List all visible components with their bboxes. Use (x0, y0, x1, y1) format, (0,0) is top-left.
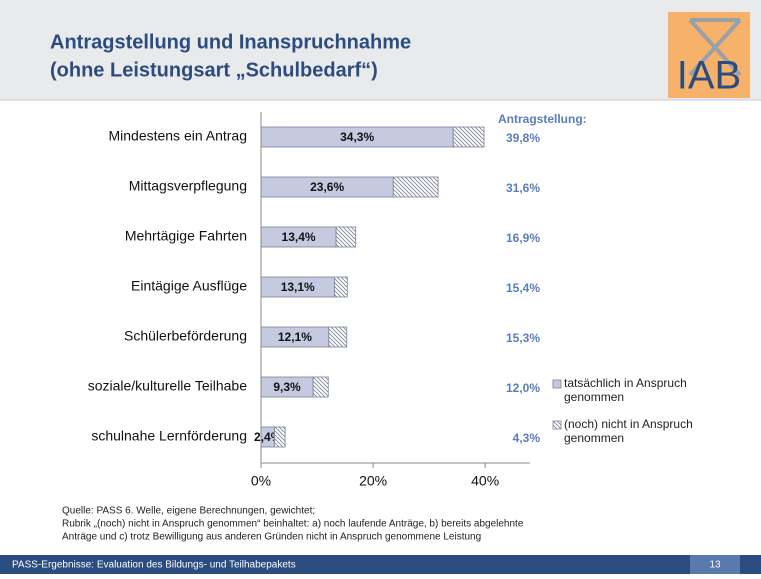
page-box (690, 555, 740, 574)
bar-segment (392, 176, 439, 198)
bar-segment (335, 226, 357, 248)
footer-band (0, 555, 761, 574)
footer-text: PASS-Ergebnisse: Evaluation des Bildungs… (12, 560, 296, 571)
value-label: 34,3% (340, 130, 374, 144)
category-label: schulnahe Lernförderung (91, 428, 247, 444)
bar-segment (452, 126, 485, 148)
value-label: 13,4% (282, 230, 316, 244)
category-label: Mehrtägige Fahrten (125, 228, 247, 244)
x-tick-label: 0% (251, 473, 271, 489)
value-label: 12,1% (278, 330, 312, 344)
value-label: 23,6% (310, 180, 344, 194)
header-band (0, 0, 761, 100)
logo-text: IAB (677, 54, 741, 98)
note: Anträge und c) trotz Bewilligung aus and… (62, 532, 481, 543)
category-label: Mindestens ein Antrag (108, 128, 247, 144)
legend-swatch (552, 379, 562, 389)
total-label: 39,8% (506, 131, 540, 145)
total-label: 15,3% (506, 331, 540, 345)
value-label: 9,3% (273, 380, 301, 394)
bar-segment (274, 426, 286, 448)
bar-segment (312, 376, 329, 398)
note: Quelle: PASS 6. Welle, eigene Berechnung… (62, 506, 315, 517)
category-label: Mittagsverpflegung (129, 178, 247, 194)
total-label: 15,4% (506, 281, 540, 295)
title: (ohne Leistungsart „Schulbedarf“) (50, 59, 378, 81)
total-label: 31,6% (506, 181, 540, 195)
bar-segment (328, 326, 348, 348)
category-label: Schülerbeförderung (124, 328, 247, 344)
bar-segment (334, 276, 348, 298)
category-label: soziale/kulturelle Teilhabe (88, 378, 247, 394)
chart: Antragstellung: Mindestens ein Antrag 34,3… (88, 112, 693, 489)
note: Rubrik „(noch) nicht in Anspruch genomme… (62, 519, 524, 530)
x-tick-label: 20% (359, 473, 387, 489)
title: Antragstellung und Inanspruchnahme (50, 31, 411, 53)
legend-label: (noch) nicht in Anspruch genommen (564, 417, 693, 445)
legend-label: tatsächlich in Anspruch genommen (564, 376, 687, 404)
total-header: Antragstellung: (498, 112, 587, 126)
total-label: 12,0% (506, 381, 540, 395)
page-number: 13 (709, 560, 721, 571)
total-label: 16,9% (506, 231, 540, 245)
logo: IAB (668, 12, 750, 98)
value-label: 13,1% (281, 280, 315, 294)
legend-swatch (552, 420, 562, 430)
x-tick-label: 40% (471, 473, 499, 489)
total-label: 4,3% (513, 431, 541, 445)
category-label: Eintägige Ausflüge (131, 278, 247, 294)
